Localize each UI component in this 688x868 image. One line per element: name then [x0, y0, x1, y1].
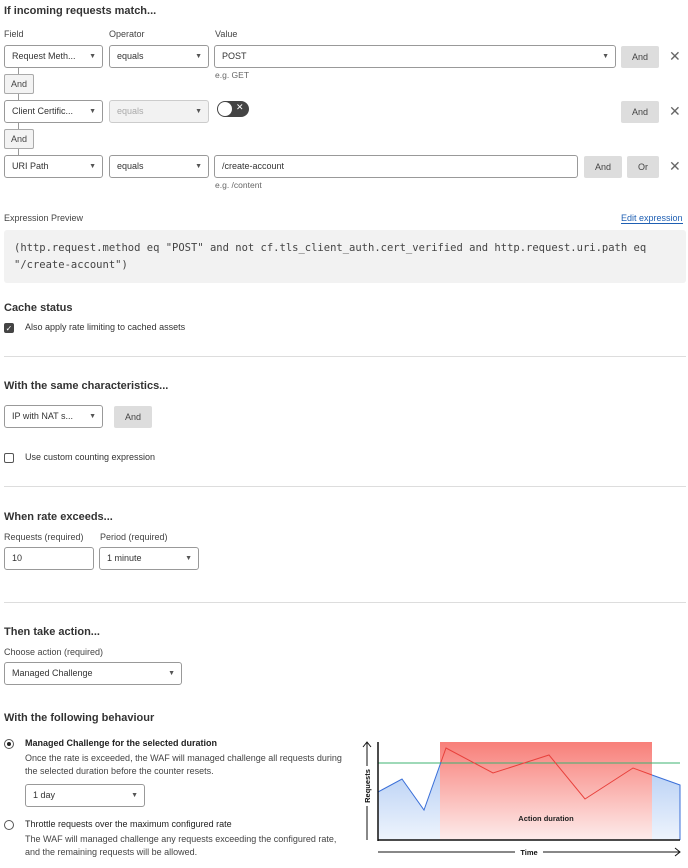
field-value: Client Certific... [12, 106, 74, 116]
chevron-down-icon: ▼ [89, 163, 96, 170]
value-label: Value [215, 29, 238, 39]
chevron-down-icon: ▼ [89, 53, 96, 60]
connector-and-2[interactable]: And [4, 129, 34, 149]
chevron-down-icon: ▼ [185, 555, 192, 562]
characteristics-select[interactable]: IP with NAT s... ▼ [4, 405, 103, 428]
value-input-3[interactable]: /create-account [214, 155, 578, 178]
option-duration-title: Managed Challenge for the selected durat… [25, 738, 218, 748]
field-select-2[interactable]: Client Certific... ▼ [4, 100, 103, 123]
value-toggle-2[interactable]: ✕ [217, 101, 249, 117]
option-throttle-title: Throttle requests over the maximum confi… [25, 819, 232, 829]
period-label: Period (required) [100, 532, 168, 542]
chevron-down-icon: ▼ [195, 53, 202, 60]
divider [4, 486, 686, 487]
option-throttle-radio[interactable] [4, 820, 14, 830]
connector-line [18, 123, 19, 129]
custom-expression-label: Use custom counting expression [25, 452, 156, 462]
requests-input[interactable]: 10 [4, 547, 94, 570]
requests-line-exceeded [440, 747, 653, 800]
x-arrow-icon [674, 847, 681, 857]
option-duration-radio[interactable] [4, 739, 14, 749]
action-value: Managed Challenge [12, 668, 93, 678]
value-select-1[interactable]: POST ▼ [214, 45, 616, 68]
requests-line-normal [377, 761, 442, 812]
custom-expression-checkbox[interactable] [4, 453, 14, 463]
duration-select[interactable]: 1 day ▼ [25, 784, 145, 807]
and-button-3[interactable]: And [584, 156, 622, 178]
and-button-1[interactable]: And [621, 46, 659, 68]
y-arrow-icon [362, 741, 372, 748]
connector-line [18, 68, 19, 74]
field-value: URI Path [12, 161, 49, 171]
field-select-1[interactable]: Request Meth... ▼ [4, 45, 103, 68]
and-button-2[interactable]: And [621, 101, 659, 123]
divider [4, 356, 686, 357]
connector-line [18, 94, 19, 100]
characteristics-value: IP with NAT s... [12, 411, 74, 421]
chevron-down-icon: ▼ [195, 108, 202, 115]
remove-row-1-icon[interactable]: ✕ [669, 48, 681, 64]
operator-value: equals [117, 51, 144, 61]
requests-value: 10 [12, 553, 23, 563]
remove-row-2-icon[interactable]: ✕ [669, 103, 681, 119]
action-label: Choose action (required) [4, 647, 104, 657]
characteristics-and-button[interactable]: And [114, 406, 152, 428]
connector-and-1[interactable]: And [4, 74, 34, 94]
action-duration-label: Action duration [518, 814, 574, 823]
toggle-knob [218, 102, 232, 116]
value-text: POST [222, 51, 247, 61]
field-select-3[interactable]: URI Path ▼ [4, 155, 103, 178]
period-select[interactable]: 1 minute ▼ [99, 547, 199, 570]
section-title-match: If incoming requests match... [4, 5, 157, 17]
cache-checkbox[interactable]: ✓ [4, 323, 14, 333]
duration-value: 1 day [33, 790, 56, 800]
chevron-down-icon: ▼ [131, 792, 138, 799]
value-hint-1: e.g. GET [215, 70, 250, 80]
chevron-down-icon: ▼ [89, 413, 96, 420]
divider [4, 602, 686, 603]
field-label: Field [4, 29, 24, 39]
remove-row-3-icon[interactable]: ✕ [669, 158, 681, 174]
or-button-3[interactable]: Or [627, 156, 659, 178]
x-axis-label: Time [520, 848, 537, 857]
behaviour-title: With the following behaviour [4, 712, 155, 724]
option-throttle-desc: The WAF will managed challenge any reque… [25, 834, 337, 857]
action-duration-band [440, 742, 652, 840]
expression-label: Expression Preview [4, 213, 84, 223]
operator-select-2: equals ▼ [109, 100, 209, 123]
operator-value: equals [117, 161, 144, 171]
value-text: /create-account [222, 161, 285, 171]
characteristics-title: With the same characteristics... [4, 380, 169, 392]
connector-line [18, 149, 19, 155]
y-axis-label: Requests [363, 769, 372, 803]
rate-title: When rate exceeds... [4, 511, 113, 523]
chevron-down-icon: ▼ [195, 163, 202, 170]
value-hint-3: e.g. /content [215, 180, 262, 190]
option-duration-desc: Once the rate is exceeded, the WAF will … [25, 753, 342, 776]
action-select[interactable]: Managed Challenge ▼ [4, 662, 182, 685]
edit-expression-link[interactable]: Edit expression [621, 213, 683, 224]
rate-limit-diagram: Requests Time Action duration [360, 741, 681, 858]
operator-select-3[interactable]: equals ▼ [109, 155, 209, 178]
period-value: 1 minute [107, 553, 142, 563]
close-icon: ✕ [236, 102, 244, 112]
cache-checkbox-label: Also apply rate limiting to cached asset… [25, 322, 186, 332]
requests-label: Requests (required) [4, 532, 84, 542]
operator-select-1[interactable]: equals ▼ [109, 45, 209, 68]
cache-title: Cache status [4, 302, 73, 314]
chevron-down-icon: ▼ [168, 670, 175, 677]
field-value: Request Meth... [12, 51, 76, 61]
action-title: Then take action... [4, 626, 100, 638]
expression-preview: (http.request.method eq "POST" and not c… [4, 230, 686, 283]
operator-value: equals [117, 106, 144, 116]
requests-line-after [651, 774, 681, 840]
chevron-down-icon: ▼ [89, 108, 96, 115]
chevron-down-icon: ▼ [602, 53, 609, 60]
operator-label: Operator [109, 29, 145, 39]
